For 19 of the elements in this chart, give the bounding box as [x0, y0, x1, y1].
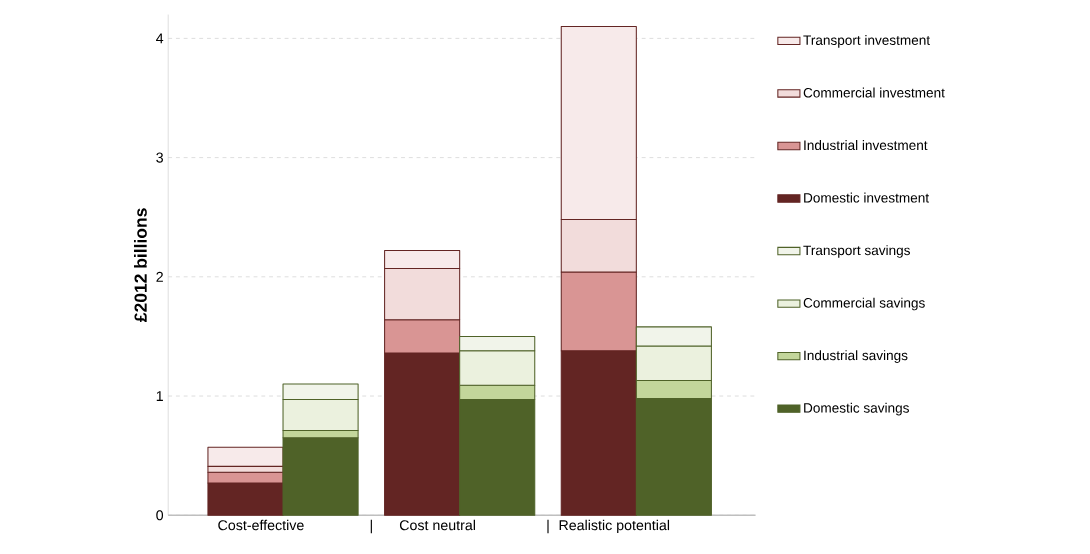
text: |	[547, 519, 549, 534]
legend-label: Commercial investment	[803, 87, 945, 98]
y-tick-label: 2	[156, 271, 163, 282]
y-tick-label: 4	[156, 33, 164, 44]
legend-label: Transport investment	[803, 35, 930, 48]
legend-label: Industrial savings	[804, 350, 908, 363]
legend-label: Commercial savings	[803, 297, 925, 311]
x-tick-label: Realistic potential	[559, 519, 670, 534]
y-axis-title: £2012 billions	[134, 208, 147, 322]
x-tick-label: Cost neutral	[399, 519, 475, 531]
legend-label: Industrial investment	[804, 140, 928, 151]
x-tick-label: Cost-effective	[218, 519, 304, 531]
text: |	[370, 519, 372, 534]
legend-label: Domestic savings	[804, 402, 909, 416]
y-tick-label: 3	[156, 152, 163, 163]
y-tick-label: 1	[156, 391, 163, 401]
legend-label: Transport savings	[803, 245, 910, 258]
legend-label: Domestic investment	[804, 192, 929, 203]
y-tick-label: 0	[156, 510, 164, 521]
